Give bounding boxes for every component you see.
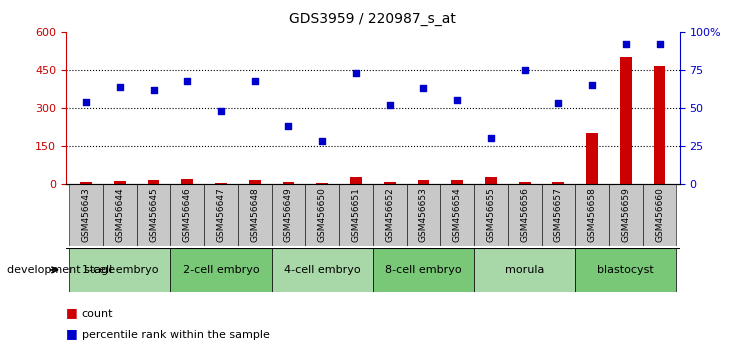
Bar [170,184,204,246]
Point [215,108,227,114]
Bar [137,184,170,246]
Bar [519,182,531,184]
Point [654,41,665,47]
Bar [575,184,609,246]
Text: development stage: development stage [7,265,115,275]
Text: percentile rank within the sample: percentile rank within the sample [82,330,270,340]
Text: morula: morula [505,265,545,275]
Bar [272,184,306,246]
Bar [373,248,474,292]
Text: 4-cell embryo: 4-cell embryo [284,265,360,275]
Bar [350,177,362,184]
Text: GSM456656: GSM456656 [520,187,529,242]
Bar [406,184,440,246]
Point [114,84,126,90]
Bar [238,184,272,246]
Text: GSM456658: GSM456658 [588,187,596,242]
Text: GSM456655: GSM456655 [486,187,496,242]
Text: 2-cell embryo: 2-cell embryo [183,265,260,275]
Bar [181,179,193,184]
Point [181,78,193,84]
Bar [103,184,137,246]
Text: GSM456657: GSM456657 [554,187,563,242]
Point [350,70,362,76]
Point [519,67,531,73]
Bar [474,184,508,246]
Text: GSM456645: GSM456645 [149,187,158,242]
Text: 8-cell embryo: 8-cell embryo [385,265,462,275]
Bar [272,248,373,292]
Point [80,99,92,105]
Point [620,41,632,47]
Bar [215,183,227,184]
Bar [440,184,474,246]
Text: GSM456647: GSM456647 [216,187,225,242]
Text: GSM456652: GSM456652 [385,187,394,242]
Bar [620,57,632,184]
Bar [204,184,238,246]
Text: GDS3959 / 220987_s_at: GDS3959 / 220987_s_at [289,12,456,27]
Text: GSM456644: GSM456644 [115,187,124,242]
Bar [485,177,497,184]
Bar [451,180,463,184]
Bar [283,182,295,184]
Point [485,136,497,141]
Text: GSM456646: GSM456646 [183,187,192,242]
Bar [609,184,643,246]
Bar [80,182,92,184]
Bar [249,180,261,184]
Point [384,102,395,108]
Text: ■: ■ [66,306,77,319]
Bar [586,133,598,184]
Text: GSM456648: GSM456648 [250,187,260,242]
Bar [373,184,406,246]
Bar [306,184,339,246]
Text: 1-cell embryo: 1-cell embryo [82,265,158,275]
Bar [575,248,676,292]
Point [586,82,598,88]
Bar [384,182,395,184]
Bar [553,182,564,184]
Text: count: count [82,309,113,319]
Bar [114,181,126,184]
Point [553,101,564,106]
Text: GSM456650: GSM456650 [318,187,327,242]
Text: GSM456649: GSM456649 [284,187,293,242]
Text: GSM456659: GSM456659 [621,187,630,242]
Bar [170,248,272,292]
Bar [317,183,328,184]
Bar [69,184,103,246]
Bar [417,179,429,184]
Point [317,139,328,144]
Point [249,78,260,84]
Point [451,97,463,103]
Text: GSM456643: GSM456643 [82,187,91,242]
Bar [643,184,676,246]
Text: GSM456651: GSM456651 [352,187,360,242]
Text: GSM456653: GSM456653 [419,187,428,242]
Text: ■: ■ [66,327,77,340]
Text: blastocyst: blastocyst [597,265,654,275]
Bar [69,248,170,292]
Point [283,124,295,129]
Bar [508,184,542,246]
Bar [654,66,665,184]
Bar [542,184,575,246]
Text: GSM456654: GSM456654 [452,187,462,242]
Text: GSM456660: GSM456660 [655,187,664,242]
Bar [339,184,373,246]
Point [417,85,429,91]
Bar [474,248,575,292]
Bar [148,179,159,184]
Point [148,87,159,92]
